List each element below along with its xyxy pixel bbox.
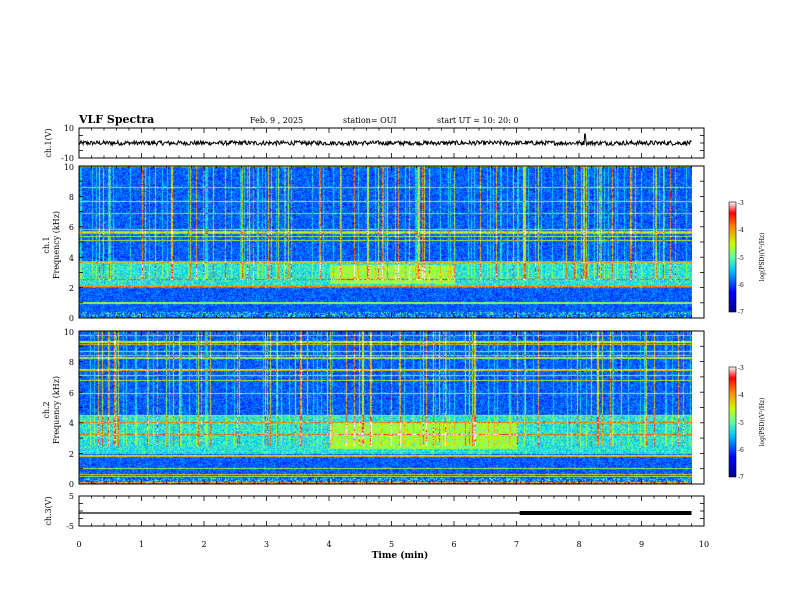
ch2-ytick-0: 0: [69, 480, 74, 489]
ch2-spectrogram-image: [79, 331, 692, 484]
station-label: station= OUI: [343, 116, 397, 125]
ch1-ytick-bottom: -10: [61, 154, 74, 163]
time-tick-label: 3: [264, 540, 269, 549]
ch1-ytick-6: 6: [69, 223, 74, 232]
ch3-level-ticks: [78, 495, 705, 527]
ch2-cbar-tick-m6: -6: [738, 447, 744, 454]
ch1-ytick-top: 10: [64, 124, 74, 133]
start-ut-label: start UT = 10: 20: 0: [437, 116, 518, 125]
ch2-spectrogram-panel: 0 2 4 6 8 10 ch.2 Frequency (kHz): [42, 328, 705, 489]
ch1-spectrogram-panel: 0 2 4 6 8 10 ch.1 Frequency (kHz): [42, 163, 705, 323]
time-axis-label: Time (min): [372, 550, 429, 561]
ch2-cbar-tick-m3: -3: [738, 365, 744, 372]
ch1-freq-ylabel: Frequency (kHz): [52, 211, 61, 279]
time-tick-label: 6: [451, 540, 456, 549]
time-tick-label: 9: [639, 540, 644, 549]
ch1-ylabel: ch.1(V): [44, 128, 53, 157]
time-tick-label: 1: [139, 540, 144, 549]
ch2-cbar-tick-m4: -4: [738, 392, 744, 399]
ch1-cbar-tick-m7: -7: [738, 309, 744, 316]
ch1-cbar-tick-m5: -5: [738, 255, 744, 262]
ch1-colorbar-label: log(PSD)(V²/Hz): [759, 233, 766, 282]
ch2-colorbar-gradient: [728, 366, 737, 478]
ch2-ytick-2: 2: [69, 450, 74, 459]
date-label: Feb. 9 , 2025: [250, 116, 303, 125]
ch2-colorbar: -3 -4 -5 -6 -7 log(PSD)(V²/Hz): [728, 365, 766, 481]
ch1-waveform-panel: 10 -10 ch.1(V): [44, 124, 705, 163]
ch2-colorbar-label: log(PSD)(V²/Hz): [759, 398, 766, 447]
ch2-ytick-8: 8: [69, 358, 74, 367]
ch1-colorbar-gradient: [728, 201, 737, 313]
ch1-cbar-tick-m4: -4: [738, 227, 744, 234]
ch1-waveform-trace: [78, 133, 692, 148]
ch2-cbar-tick-m5: -5: [738, 420, 744, 427]
ch2-spectrogram-ticks: [78, 330, 705, 485]
ch1-cbar-tick-m3: -3: [738, 200, 744, 207]
ch3-ylabel: ch.3(V): [44, 496, 53, 525]
ch1-ytick-2: 2: [69, 284, 74, 293]
ch1-ytick-10: 10: [64, 163, 74, 172]
time-tick-label: 0: [76, 540, 81, 549]
ch2-freq-ylabel: Frequency (kHz): [52, 376, 61, 444]
time-tick-label: 5: [389, 540, 394, 549]
time-axis-tick-labels: 0 1 2 3 4 5 6 7 8 9 10: [76, 540, 709, 549]
ch2-ytick-4: 4: [69, 419, 74, 428]
ch3-level-panel: 5 -5 ch.3(V): [44, 492, 705, 531]
ch2-channel-label: ch.2: [42, 401, 51, 418]
ch1-channel-label: ch.1: [42, 236, 51, 253]
figure-title: VLF Spectra: [78, 113, 154, 126]
ch3-ytick-5: 5: [69, 492, 74, 501]
ch2-ytick-10: 10: [64, 328, 74, 337]
time-tick-label: 10: [699, 540, 709, 549]
ch1-cbar-tick-m6: -6: [738, 282, 744, 289]
ch1-ytick-4: 4: [69, 254, 74, 263]
ch1-waveform-ticks: [78, 127, 705, 159]
ch1-spectrogram-ticks: [78, 165, 705, 319]
ch1-spectrogram-image: [79, 166, 692, 318]
time-tick-label: 2: [201, 540, 206, 549]
time-tick-label: 4: [326, 540, 331, 549]
ch1-colorbar: -3 -4 -5 -6 -7 log(PSD)(V²/Hz): [728, 200, 766, 316]
ch2-cbar-tick-m7: -7: [738, 474, 744, 481]
ch1-ytick-0: 0: [69, 314, 74, 323]
ch2-ytick-6: 6: [69, 389, 74, 398]
ch3-ytick-m5: -5: [66, 522, 74, 531]
ch1-ytick-8: 8: [69, 193, 74, 202]
time-tick-label: 7: [514, 540, 519, 549]
time-tick-label: 8: [576, 540, 581, 549]
